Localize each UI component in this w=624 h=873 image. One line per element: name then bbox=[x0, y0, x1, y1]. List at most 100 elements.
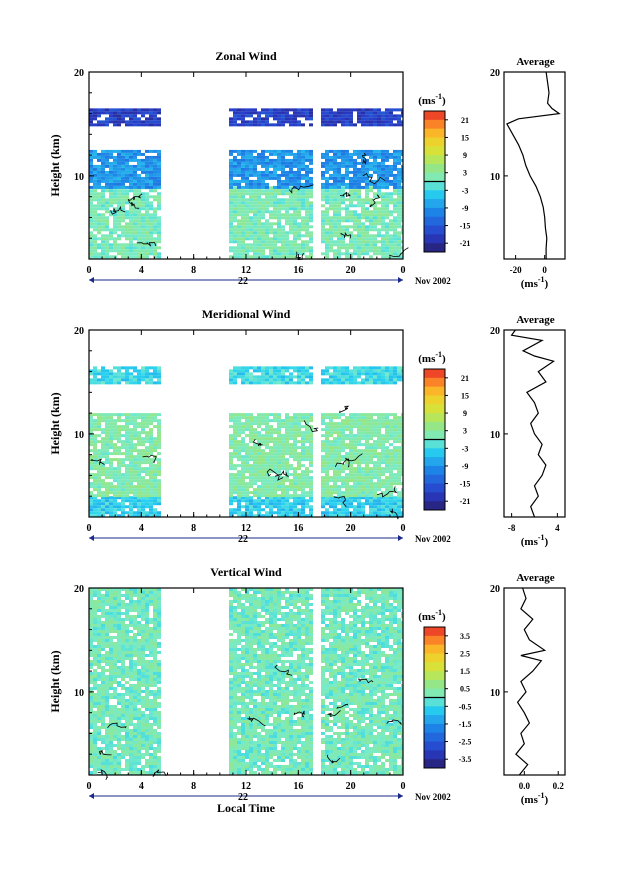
month-label: Nov 2002 bbox=[415, 534, 451, 544]
colorbar-band bbox=[424, 207, 445, 218]
colorbar-band bbox=[424, 234, 445, 244]
colorbar-tick-label: -0.5 bbox=[459, 702, 472, 711]
colorbar-tick-label: -1.5 bbox=[459, 720, 472, 729]
average-title: Average bbox=[516, 572, 554, 584]
colorbar-band bbox=[424, 243, 445, 253]
panel-title: Meridional Wind bbox=[202, 307, 291, 321]
panel-title: Zonal Wind bbox=[215, 49, 277, 63]
average-title: Average bbox=[516, 56, 554, 68]
average-x-tick-label: -8 bbox=[508, 523, 516, 533]
colorbar-tick-label: 3.5 bbox=[460, 632, 470, 641]
average-x-tick-label: -20 bbox=[510, 265, 522, 275]
x-tick-label: 0 bbox=[87, 523, 92, 534]
panel-title: Vertical Wind bbox=[210, 565, 282, 579]
average-y-tick-label: 20 bbox=[490, 584, 500, 595]
colorbar-tick-label: -3.5 bbox=[459, 755, 472, 764]
colorbar-band bbox=[424, 483, 445, 493]
x-tick-label: 16 bbox=[293, 265, 303, 276]
x-tick-label: 16 bbox=[293, 781, 303, 792]
colorbar-band bbox=[424, 759, 445, 769]
date-axis-arrow-right bbox=[398, 277, 403, 283]
average-frame bbox=[503, 587, 566, 776]
date-label: 22 bbox=[238, 276, 248, 287]
colorbar-band bbox=[424, 386, 445, 396]
colorbar-band bbox=[424, 216, 445, 227]
average-x-tick-label: 4 bbox=[555, 523, 560, 533]
colorbar-band bbox=[424, 741, 445, 751]
date-axis-arrow-right bbox=[398, 793, 403, 799]
date-axis-arrow-left bbox=[89, 277, 94, 283]
colorbar-band bbox=[424, 457, 445, 467]
colorbar-band bbox=[424, 181, 445, 191]
colorbar-tick-label: -9 bbox=[462, 204, 469, 213]
average-title: Average bbox=[516, 314, 554, 326]
colorbar-band bbox=[424, 644, 445, 654]
colorbar-band bbox=[424, 111, 445, 121]
x-tick-label: 4 bbox=[139, 781, 144, 792]
colorbar-band bbox=[424, 190, 445, 200]
y-tick-label: 20 bbox=[74, 584, 84, 595]
colorbar-band bbox=[424, 163, 445, 174]
y-axis-label: Height (km) bbox=[48, 650, 62, 712]
colorbar-band bbox=[424, 671, 445, 681]
colorbar-band bbox=[424, 750, 445, 760]
month-label: Nov 2002 bbox=[415, 792, 451, 802]
average-profile: Average 10 20 -8 4 (ms-1) bbox=[490, 314, 566, 548]
colorbar-band bbox=[424, 688, 445, 698]
colorbar-band bbox=[424, 723, 445, 734]
x-tick-label: 16 bbox=[293, 523, 303, 534]
x-tick-label: 4 bbox=[139, 523, 144, 534]
colorbar-band bbox=[424, 155, 445, 165]
colorbar-band bbox=[424, 413, 445, 423]
x-tick-label: 8 bbox=[191, 265, 196, 276]
colorbar-tick-label: 9 bbox=[463, 151, 467, 160]
x-tick-label: 0 bbox=[87, 781, 92, 792]
colorbar: 21 15 9 3 -3 -9 -15 -21 (ms-1) bbox=[418, 350, 470, 511]
colorbar-band bbox=[424, 732, 445, 743]
heatmap-cells bbox=[89, 108, 403, 259]
colorbar-band bbox=[424, 492, 445, 502]
panel-1: Meridional Wind 10 20 Height (km) 0 4 8 12 16 20 0… bbox=[48, 307, 566, 548]
colorbar-band bbox=[424, 377, 445, 388]
colorbar-band bbox=[424, 627, 445, 637]
panel-0: Zonal Wind 10 20 Height (km) 0 4 8 12 16 20 0 22 Nov… bbox=[48, 49, 566, 290]
x-tick-label: 12 bbox=[241, 781, 251, 792]
average-frame bbox=[503, 71, 566, 260]
colorbar-band bbox=[424, 501, 445, 511]
colorbar-tick-label: 3 bbox=[463, 427, 467, 436]
average-line bbox=[506, 71, 561, 259]
colorbar-band bbox=[424, 448, 445, 458]
colorbar-tick-label: -3 bbox=[462, 186, 469, 195]
colorbar-band bbox=[424, 635, 445, 646]
colorbar-band bbox=[424, 430, 445, 440]
colorbar-tick-label: 21 bbox=[461, 374, 469, 383]
colorbar-band bbox=[424, 465, 445, 476]
average-x-label: (ms-1) bbox=[521, 533, 549, 548]
x-axis-label: Local Time bbox=[217, 801, 276, 815]
colorbar-band bbox=[424, 395, 445, 405]
colorbar-tick-label: -15 bbox=[460, 222, 471, 231]
colorbar-tick-label: -2.5 bbox=[459, 738, 472, 747]
colorbar-tick-label: -3 bbox=[462, 444, 469, 453]
x-tick-label: 20 bbox=[346, 523, 356, 534]
colorbar-tick-label: 1.5 bbox=[460, 667, 470, 676]
colorbar-band bbox=[424, 225, 445, 235]
x-tick-label: 0 bbox=[401, 781, 406, 792]
date-axis-arrow-right bbox=[398, 535, 403, 541]
colorbar: 3.5 2.5 1.5 0.5 -0.5 -1.5 -2.5 -3.5 (ms-1) bbox=[418, 608, 471, 769]
date-axis-arrow-left bbox=[89, 793, 94, 799]
colorbar-tick-label: -21 bbox=[460, 497, 471, 506]
date-label: 22 bbox=[238, 792, 248, 803]
average-y-tick-label: 20 bbox=[490, 68, 500, 79]
colorbar-band bbox=[424, 662, 445, 672]
colorbar-tick-label: 3 bbox=[463, 169, 467, 178]
average-x-label: (ms-1) bbox=[521, 275, 549, 290]
average-frame bbox=[503, 329, 566, 518]
colorbar-band bbox=[424, 128, 445, 138]
y-tick-label: 10 bbox=[74, 430, 84, 441]
colorbar-band bbox=[424, 439, 445, 449]
average-x-label: (ms-1) bbox=[521, 791, 549, 806]
colorbar-tick-label: 2.5 bbox=[460, 649, 470, 658]
average-y-tick-label: 10 bbox=[490, 430, 500, 441]
zero-contours bbox=[110, 152, 409, 261]
